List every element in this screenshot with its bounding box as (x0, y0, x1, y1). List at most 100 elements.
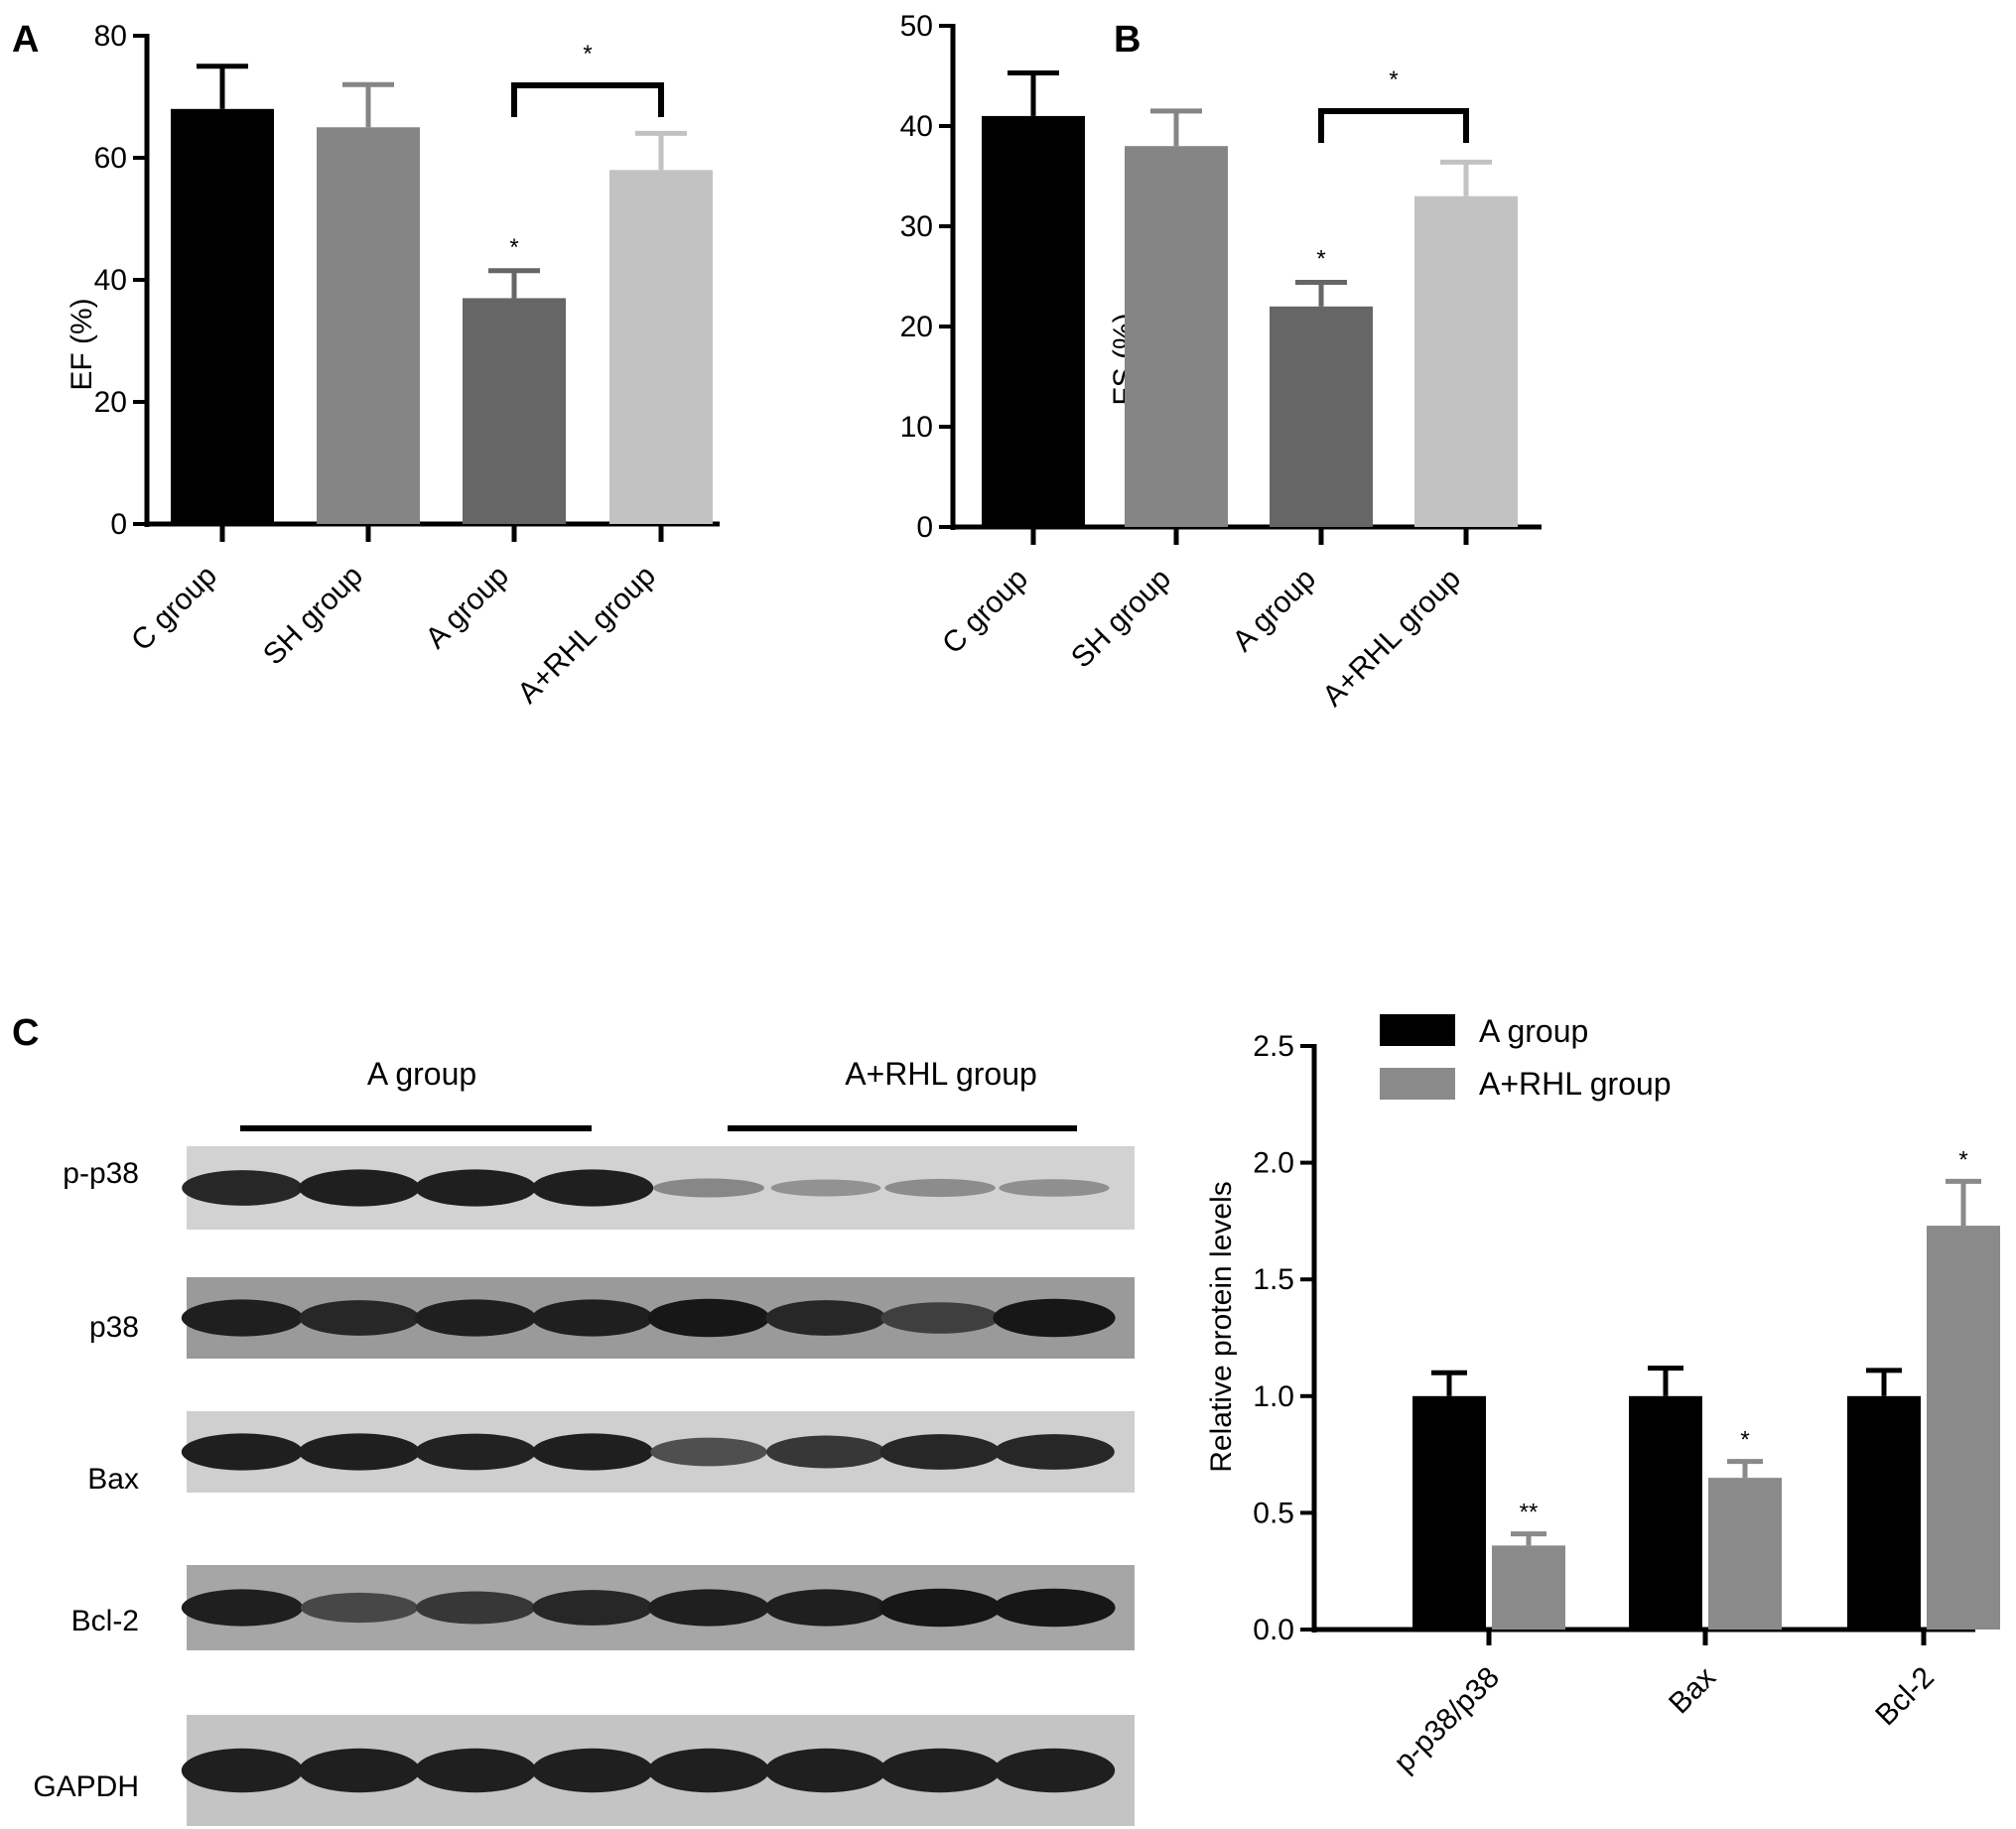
fs-significance-a-group: * (1316, 246, 1325, 273)
western-blot: A group A+RHL group p-p38 p38 Bax Bcl-2 … (33, 1056, 1135, 1826)
blot-band-p-p38 (653, 1178, 764, 1198)
blot-band-bcl-2 (647, 1589, 770, 1627)
blot-band-bcl-2 (532, 1590, 653, 1626)
blot-band-bax (650, 1437, 767, 1467)
ef-significance-a-group: * (509, 234, 518, 261)
blot-band-gapdh (764, 1748, 887, 1793)
blot-band-bax (531, 1433, 654, 1471)
ef-bar-c-group (171, 108, 274, 525)
blot-band-p-p38 (414, 1169, 537, 1207)
blot-band-bcl-2 (878, 1588, 1002, 1628)
fs-bar-c-group (982, 115, 1085, 528)
ef-bar-a-rhl-group (609, 170, 713, 525)
panel-label-b: B (1114, 19, 1141, 61)
blot-band-p-p38 (182, 1170, 303, 1206)
legend-label-a-rhl-group: A+RHL group (1479, 1066, 1672, 1102)
blot-row-label-bax: Bax (87, 1463, 139, 1496)
ef-y-tick-label: 40 (94, 264, 127, 297)
fs-bar-a-rhl-group (1414, 196, 1518, 527)
ef-x-tick-label-c-group: C group (125, 560, 223, 658)
blot-band-p38 (993, 1298, 1116, 1338)
ef-bar-sh-group (317, 127, 420, 524)
protein-x-tick-label-bax: Bax (1663, 1661, 1722, 1721)
blot-band-p38 (880, 1302, 1000, 1334)
fs-y-tick-label: 0 (916, 511, 933, 544)
blot-band-p38 (181, 1299, 304, 1337)
blot-band-bcl-2 (416, 1591, 535, 1625)
blot-band-bax (414, 1433, 537, 1471)
blot-band-p38 (765, 1300, 886, 1336)
blot-band-gapdh (298, 1748, 421, 1793)
blot-band-bax (181, 1433, 304, 1471)
ef-x-tick-label-a-group: A group (419, 560, 514, 655)
panel-label-a: A (12, 19, 39, 61)
blot-band-p-p38 (884, 1178, 996, 1198)
protein-bar-p-p38-p38-a-group (1412, 1395, 1486, 1630)
blot-band-p-p38 (999, 1179, 1110, 1197)
ef-y-tick-label: 0 (110, 508, 127, 541)
ef-y-axis-title: EF (%) (66, 298, 98, 390)
blot-band-p-p38 (298, 1169, 421, 1207)
protein-bar-bax-a-rhl-group (1708, 1478, 1782, 1630)
blot-row-label-bcl-2: Bcl-2 (71, 1605, 139, 1637)
blot-band-p38 (414, 1299, 537, 1337)
legend-label-a-group: A group (1479, 1013, 1588, 1049)
blot-row-label-p-p38: p-p38 (63, 1157, 139, 1190)
fs-bar-a-group (1270, 306, 1373, 527)
ef-y-tick-label: 60 (94, 142, 127, 175)
chart-protein-levels: Relative protein levels A group A+RHL gr… (1205, 1013, 2000, 1778)
protein-y-tick-label: 0.5 (1253, 1497, 1294, 1529)
blot-band-gapdh (878, 1748, 1002, 1793)
fs-comparison-bracket (1318, 108, 1469, 143)
panel-label-c: C (12, 1012, 39, 1054)
protein-significance-bax-a-rhl-group: * (1740, 1427, 1749, 1454)
blot-band-p-p38 (770, 1179, 881, 1197)
protein-significance-p-p38-p38-a-rhl-group: ** (1520, 1500, 1539, 1526)
protein-y-tick-label: 1.0 (1253, 1380, 1294, 1413)
blot-row-label-p38: p38 (89, 1311, 139, 1344)
blot-band-gapdh (181, 1748, 304, 1793)
fs-y-tick-label: 30 (900, 210, 933, 243)
protein-y-tick-label: 0.0 (1253, 1614, 1294, 1646)
blot-band-p38 (647, 1298, 770, 1338)
blot-band-gapdh (647, 1748, 770, 1793)
blot-band-gapdh (993, 1748, 1116, 1793)
blot-band-p-p38 (531, 1169, 654, 1207)
blot-band-gapdh (414, 1748, 537, 1793)
protein-significance-bcl-2-a-rhl-group: * (1958, 1146, 1967, 1173)
blot-band-bax (298, 1433, 421, 1471)
legend-swatch-a-rhl-group (1380, 1068, 1455, 1100)
ef-x-tick-label-a-rhl-group: A+RHL group (511, 560, 662, 711)
ef-y-tick-label: 20 (94, 386, 127, 419)
protein-x-tick-label-bcl-2: Bcl-2 (1869, 1661, 1941, 1733)
blot-band-bax (879, 1434, 1001, 1470)
ef-comparison-significance: * (583, 41, 592, 67)
blot-band-p38 (531, 1299, 654, 1337)
protein-bar-bax-a-group (1629, 1395, 1702, 1630)
blot-band-bcl-2 (993, 1588, 1116, 1628)
protein-y-tick-label: 2.5 (1253, 1030, 1294, 1063)
blot-band-bcl-2 (181, 1589, 304, 1627)
fs-x-tick-label-c-group: C group (936, 563, 1034, 661)
protein-y-tick-label: 2.0 (1253, 1147, 1294, 1180)
blot-group-label-a-rhl: A+RHL group (845, 1056, 1037, 1092)
legend-swatch-a-group (1380, 1014, 1455, 1046)
chart-ef: EF (%) 0 20 40 60 80 C group SH group A group * A… (66, 20, 720, 710)
ef-bar-a-group (463, 298, 566, 524)
blot-band-bcl-2 (300, 1592, 419, 1624)
protein-y-axis-title: Relative protein levels (1205, 1181, 1238, 1472)
ef-x-tick-label-sh-group: SH group (257, 560, 369, 672)
blot-row-label-gapdh: GAPDH (33, 1770, 139, 1803)
fs-y-tick-label: 10 (900, 411, 933, 444)
blot-group-label-a: A group (367, 1056, 476, 1092)
blot-band-gapdh (531, 1748, 654, 1793)
fs-x-tick-label-a-rhl-group: A+RHL group (1316, 563, 1467, 714)
blot-band-bax (994, 1434, 1115, 1470)
fs-x-tick-label-sh-group: SH group (1065, 563, 1177, 675)
protein-bar-bcl-2-a-rhl-group (1927, 1226, 2000, 1630)
ef-y-tick-label: 80 (94, 20, 127, 53)
fs-y-tick-label: 40 (900, 110, 933, 143)
protein-y-tick-label: 1.5 (1253, 1263, 1294, 1296)
fs-y-tick-label: 50 (900, 10, 933, 43)
